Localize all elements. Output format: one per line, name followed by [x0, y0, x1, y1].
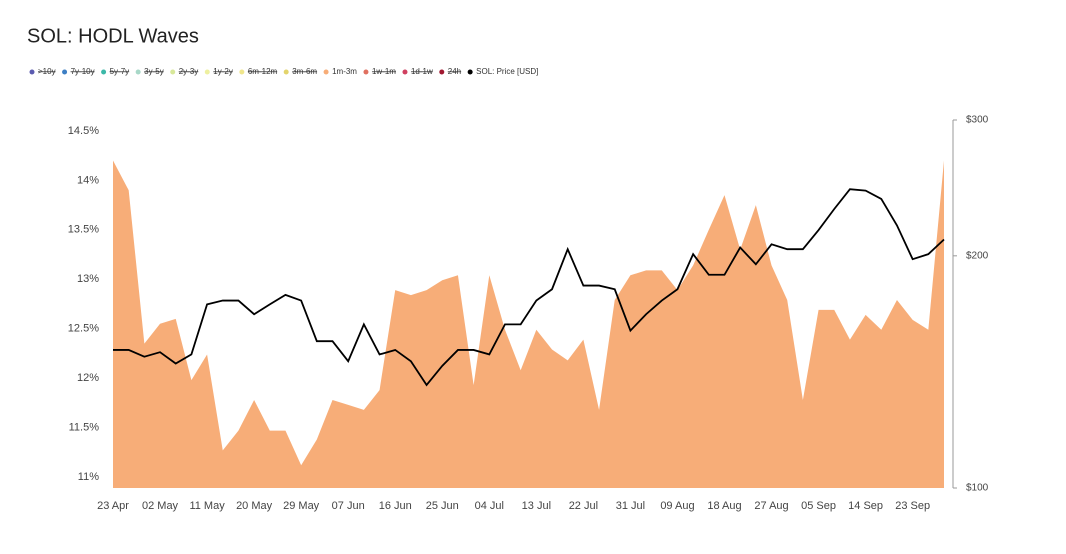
legend-label: >10y	[38, 67, 56, 76]
y-tick-label: 14.5%	[68, 125, 99, 137]
y2-tick-label: $300	[966, 115, 989, 126]
x-tick-label: 20 May	[236, 500, 273, 512]
x-tick-label: 18 Aug	[707, 500, 741, 512]
legend-marker	[239, 69, 245, 75]
y2-tick-label: $100	[966, 483, 989, 494]
x-tick-label: 31 Jul	[616, 500, 645, 512]
legend-marker	[29, 69, 35, 75]
x-tick-label: 11 May	[189, 500, 225, 512]
x-tick-label: 25 Jun	[426, 500, 459, 512]
x-tick-label: 02 May	[142, 500, 179, 512]
x-tick-label: 09 Aug	[660, 500, 694, 512]
chart-title: SOL: HODL Waves	[27, 25, 199, 47]
legend-label: 7y-10y	[71, 67, 95, 76]
legend-label: 1w-1m	[372, 67, 396, 76]
x-tick-label: 23 Sep	[895, 500, 930, 512]
legend-marker	[101, 69, 107, 75]
y-tick-label: 14%	[77, 174, 99, 186]
legend-marker	[204, 69, 210, 75]
x-tick-label: 23 Apr	[97, 500, 129, 512]
x-tick-label: 14 Sep	[848, 500, 883, 512]
x-tick-label: 04 Jul	[475, 500, 504, 512]
x-tick-label: 27 Aug	[754, 500, 788, 512]
y-tick-label: 11.5%	[69, 422, 100, 434]
price-line	[113, 188, 945, 387]
legend-label: 1d-1w	[411, 67, 433, 76]
x-tick-label: 22 Jul	[569, 500, 598, 512]
legend-marker	[323, 69, 329, 75]
area	[113, 160, 944, 488]
x-tick-label: 05 Sep	[801, 500, 836, 512]
legend-label: 5y-7y	[110, 67, 130, 76]
legend-label: SOL: Price [USD]	[476, 67, 538, 76]
legend-label: 6m-12m	[248, 67, 278, 76]
y-tick-label: 13.5%	[68, 224, 99, 236]
legend-marker	[170, 69, 176, 75]
legend-marker	[467, 69, 473, 75]
y-tick-label: 12%	[77, 372, 99, 384]
legend-marker	[62, 69, 68, 75]
x-tick-label: 13 Jul	[522, 500, 551, 512]
x-tick-label: 16 Jun	[379, 500, 412, 512]
y2-tick-label: $200	[966, 250, 989, 261]
legend-marker	[439, 69, 445, 75]
legend-label: 3m-6m	[292, 67, 317, 76]
legend-marker	[283, 69, 289, 75]
legend-label: 1y-2y	[213, 67, 233, 76]
legend-marker	[135, 69, 141, 75]
legend-label: 24h	[448, 67, 461, 76]
legend-marker	[363, 69, 369, 75]
x-tick-label: 07 Jun	[332, 500, 365, 512]
legend-label: 3y-5y	[144, 67, 164, 76]
x-tick-label: 29 May	[283, 500, 320, 512]
y-tick-label: 11%	[78, 471, 99, 483]
y-tick-label: 12.5%	[68, 323, 99, 335]
legend-marker	[402, 69, 408, 75]
legend-label: 1m-3m	[332, 67, 357, 76]
legend-label: 2y-3y	[179, 67, 199, 76]
y-tick-label: 13%	[77, 273, 99, 285]
